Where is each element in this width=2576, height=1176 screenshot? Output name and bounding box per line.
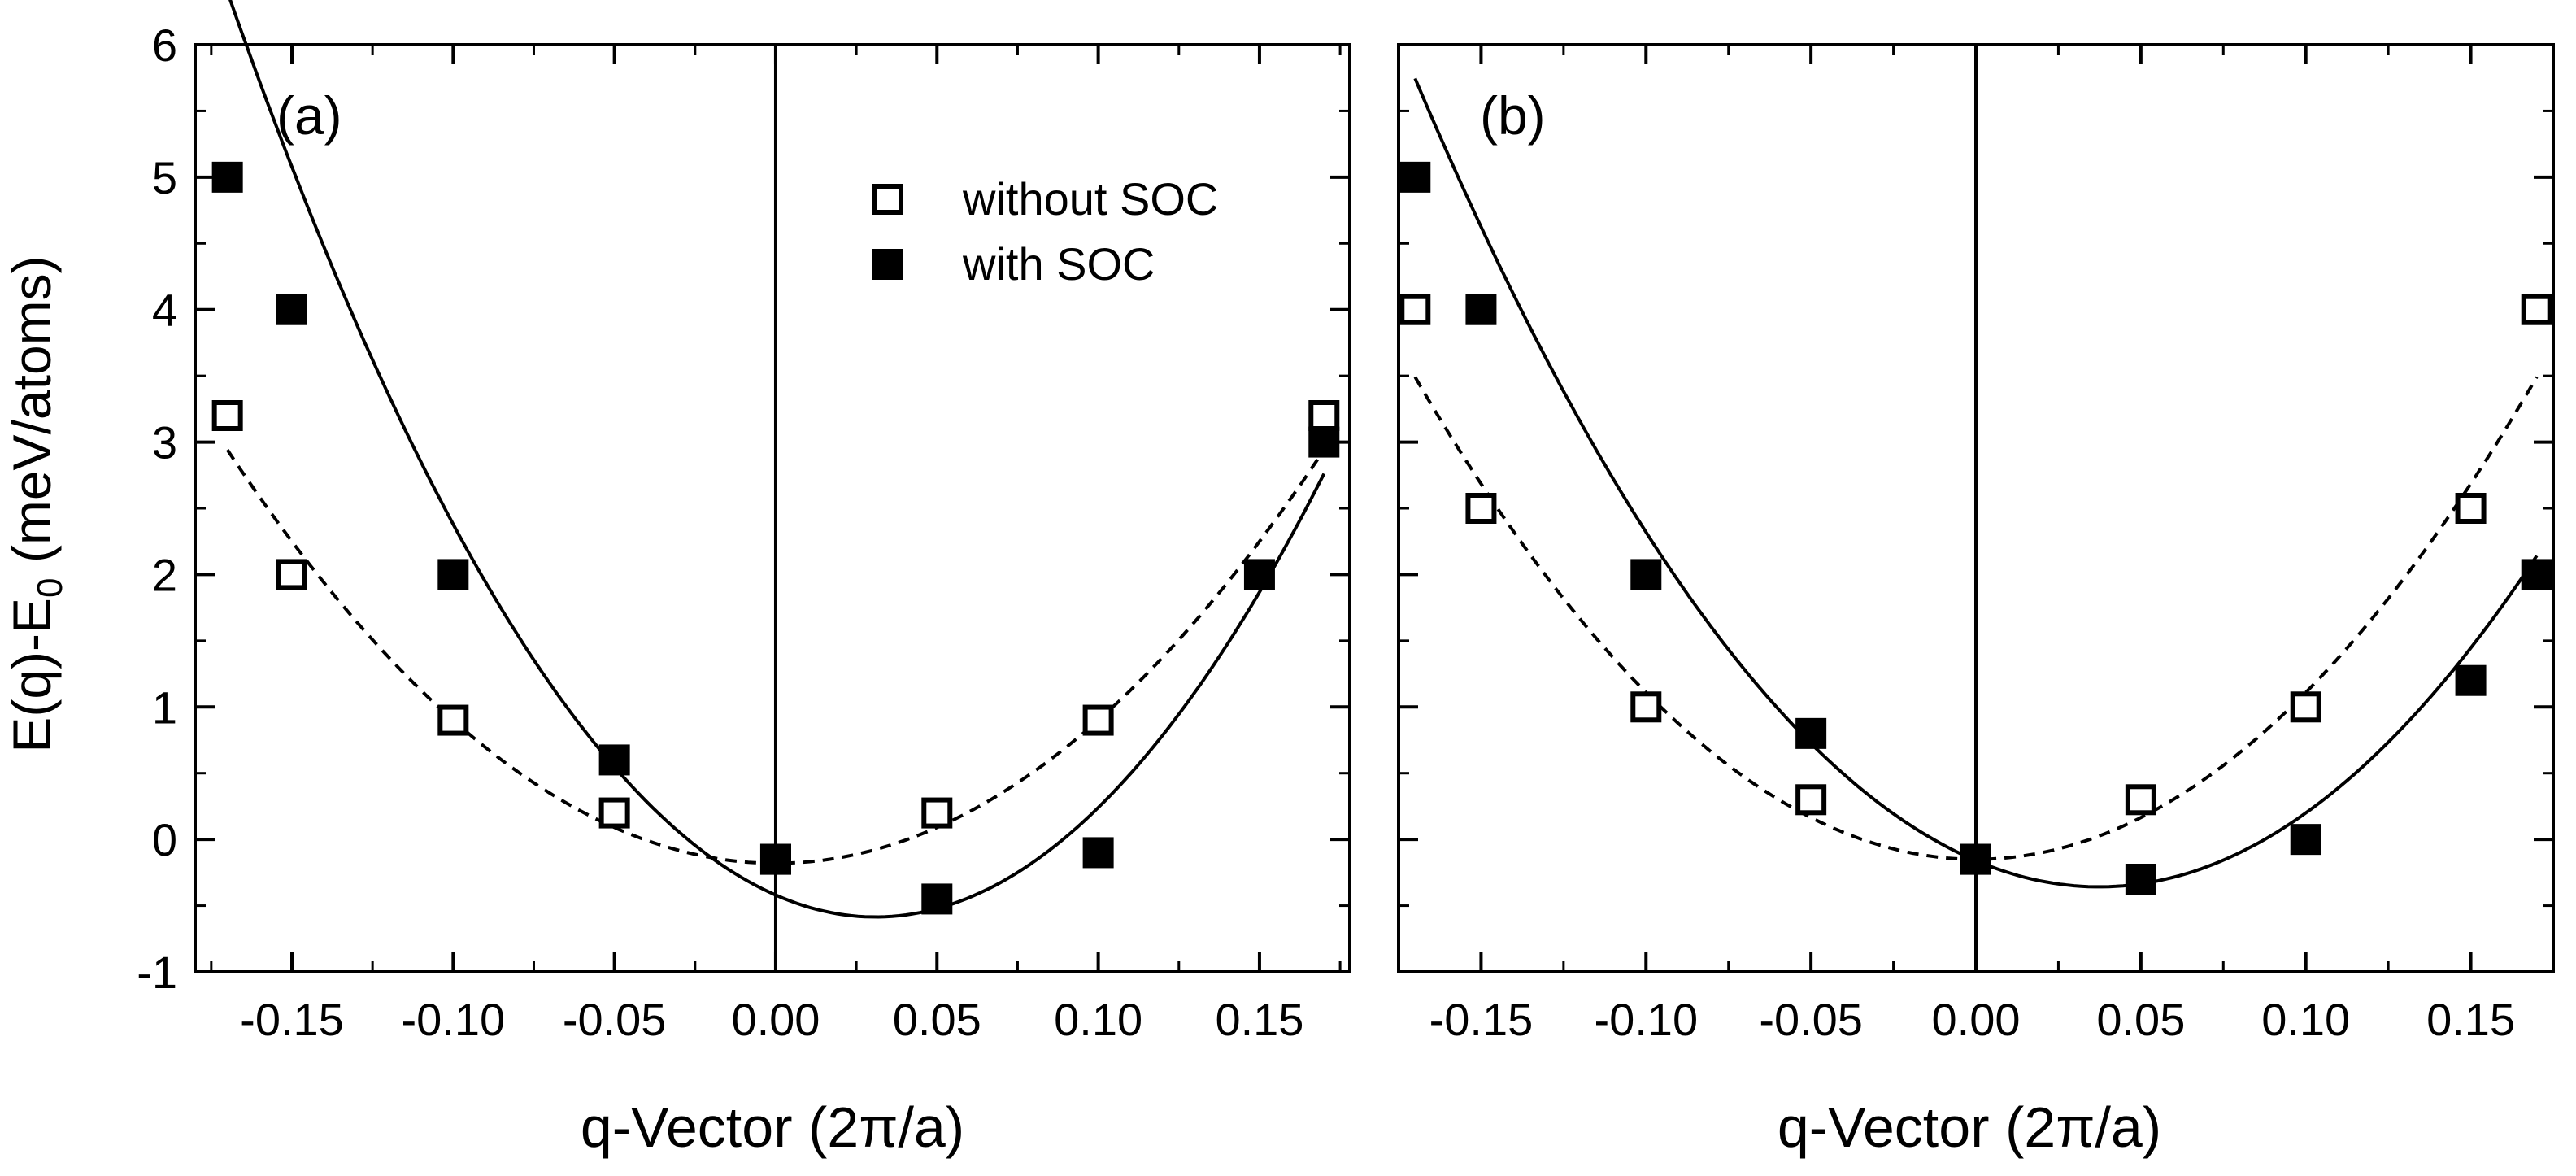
marker-without-soc-b [1630, 691, 1662, 723]
marker-without-soc-a [921, 797, 953, 829]
legend: without SOC with SOC [872, 173, 1218, 290]
panel-label-a: (a) [276, 85, 342, 146]
x-axis-label-panel-a: q-Vector (2π/a) [581, 1095, 964, 1159]
marker-without-soc-b [1795, 784, 1827, 816]
marker-with-soc-b [2290, 824, 2321, 856]
x-tick-label-a: -0.15 [240, 994, 344, 1045]
x-tick-label-a: -0.10 [401, 994, 505, 1045]
y-tick-label-a: 5 [152, 152, 177, 203]
marker-with-soc-a [276, 294, 307, 325]
marker-without-soc-b [2521, 294, 2552, 325]
marker-without-soc-a [598, 797, 630, 829]
fit-curve-without-soc-a [226, 448, 1325, 865]
legend-label-without-soc: without SOC [962, 173, 1218, 224]
panel-label-b: (b) [1480, 85, 1546, 146]
marker-without-soc-b [2455, 493, 2487, 524]
x-tick-label-a: 0.00 [731, 994, 820, 1045]
marker-without-soc-a [437, 704, 469, 736]
panel-b: -0.15 -0.10 -0.05 0.00 0.05 0.10 0.15 (b) [1397, 43, 2555, 1045]
marker-with-soc-a [1243, 559, 1275, 590]
panel-a: -0.15 -0.10 -0.05 0.00 0.05 0.10 0.15 -1 0 1 2 3 4 5 6… [137, 0, 1351, 1045]
marker-with-soc-a [921, 883, 953, 915]
marker-with-soc-b [1630, 559, 1662, 590]
marker-without-soc-a [276, 559, 307, 590]
marker-with-soc-b [1465, 294, 1497, 325]
marker-without-soc-a [211, 400, 243, 431]
marker-with-soc-b [1960, 843, 1991, 875]
marker-without-soc-b [1399, 294, 1431, 325]
x-tick-label-b: -0.10 [1594, 994, 1698, 1045]
y-axis-label-main: E(q)-E [2, 598, 62, 753]
legend-marker-with-soc [872, 249, 903, 280]
marker-with-soc-b [2125, 864, 2156, 895]
marker-with-soc-a [1308, 426, 1340, 458]
x-tick-label-a: 0.15 [1215, 994, 1303, 1045]
y-axis-label-subscript: 0 [30, 577, 70, 597]
marker-with-soc-a [437, 559, 469, 590]
y-tick-label-a: -1 [137, 947, 177, 998]
marker-without-soc-b [2125, 784, 2156, 816]
y-axis-label: E(q)-E0 (meV/atoms) [2, 255, 70, 752]
marker-with-soc-a [598, 744, 630, 776]
x-tick-label-b: -0.15 [1429, 994, 1534, 1045]
marker-with-soc-a [759, 843, 791, 875]
y-tick-label-a: 4 [152, 285, 177, 336]
marker-without-soc-b [1465, 493, 1497, 524]
legend-marker-without-soc [872, 184, 903, 215]
x-tick-label-b: -0.05 [1759, 994, 1863, 1045]
legend-label-with-soc: with SOC [962, 238, 1155, 290]
marker-with-soc-a [1082, 837, 1114, 869]
fit-curve-with-soc-a [228, 0, 1326, 919]
x-tick-label-b: 0.05 [2096, 994, 2185, 1045]
y-tick-label-a: 0 [152, 814, 177, 865]
marker-without-soc-a [1308, 400, 1340, 431]
x-axis-label-panel-b: q-Vector (2π/a) [1778, 1095, 2161, 1159]
y-tick-label-a: 3 [152, 417, 177, 468]
marker-with-soc-b [2455, 664, 2487, 696]
marker-with-soc-b [2521, 559, 2552, 590]
y-tick-label-a: 6 [152, 20, 177, 71]
marker-with-soc-b [1795, 717, 1827, 749]
x-tick-label-b: 0.10 [2261, 994, 2350, 1045]
marker-without-soc-a [1082, 704, 1114, 736]
x-tick-label-a: 0.10 [1054, 994, 1142, 1045]
marker-with-soc-a [211, 161, 243, 193]
marker-with-soc-b [1399, 161, 1431, 193]
y-tick-label-a: 2 [152, 549, 177, 600]
x-tick-label-b: 0.00 [1932, 994, 2021, 1045]
marker-without-soc-b [2290, 691, 2321, 723]
y-tick-label-a: 1 [152, 682, 177, 733]
y-axis-label-unit: (meV/atoms) [2, 255, 62, 577]
x-tick-label-b: 0.15 [2426, 994, 2515, 1045]
x-tick-label-a: 0.05 [893, 994, 981, 1045]
x-tick-label-a: -0.05 [563, 994, 667, 1045]
